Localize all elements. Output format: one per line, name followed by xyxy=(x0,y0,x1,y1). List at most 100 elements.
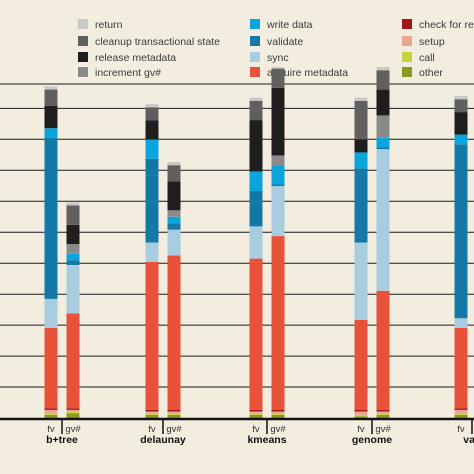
bar-genome-gv xyxy=(376,67,390,418)
bar-b-tree-fv xyxy=(44,86,58,418)
segment-write-data xyxy=(454,134,468,145)
segment-validate xyxy=(145,158,159,243)
group-label-delaunay: delaunay xyxy=(140,434,186,446)
segment-write-data xyxy=(354,152,368,169)
legend-label: sync xyxy=(267,52,289,64)
segment-write-data xyxy=(44,128,58,138)
tick-label-gv: gv# xyxy=(166,424,182,435)
segment-check-for-re xyxy=(167,409,181,412)
tick-label-fv: fv xyxy=(148,424,156,435)
segment-write-data xyxy=(66,253,80,261)
segment-validate xyxy=(66,260,80,265)
bar-kmeans-gv xyxy=(271,67,285,418)
legend-label: other xyxy=(419,67,443,79)
segment-check-for-re xyxy=(66,408,80,410)
segment-write-data xyxy=(376,137,390,148)
segment-validate xyxy=(354,168,368,243)
legend-label: validate xyxy=(267,36,303,48)
legend-swatch xyxy=(250,19,260,29)
segment-validate xyxy=(249,191,263,227)
segment-check-for-re xyxy=(271,409,285,412)
legend-item-sync: sync xyxy=(250,52,289,64)
segment-validate xyxy=(376,147,390,150)
segment-acquire-metadata xyxy=(454,327,468,409)
segment-release-metadata xyxy=(249,120,263,172)
segment-check-for-re xyxy=(249,409,263,412)
segment-release-metadata xyxy=(167,181,181,211)
segment-validate xyxy=(271,184,285,187)
segment-acquire-metadata xyxy=(249,258,263,410)
segment-call xyxy=(66,411,80,414)
segment-other xyxy=(271,414,285,418)
segment-cleanup-transactional-state xyxy=(145,107,159,121)
segment-cleanup-transactional-state xyxy=(354,100,368,140)
segment-return xyxy=(271,67,285,69)
segment-other xyxy=(454,414,468,418)
legend-label: return xyxy=(95,19,123,31)
segment-sync xyxy=(44,298,58,328)
bar-kmeans-fv xyxy=(249,97,263,418)
segment-call xyxy=(167,413,181,415)
legend-label: increment gv# xyxy=(95,67,161,79)
segment-setup xyxy=(376,411,390,414)
segment-other xyxy=(376,414,390,418)
segment-setup xyxy=(271,411,285,414)
segment-other xyxy=(249,414,263,418)
segment-release-metadata xyxy=(354,139,368,153)
legend-item-write-data: write data xyxy=(250,19,313,31)
segment-call xyxy=(44,413,58,415)
legend-label: setup xyxy=(419,36,445,48)
tick-label-fv: fv xyxy=(457,424,465,435)
legend-item-check-for-re: check for re xyxy=(402,19,474,31)
segment-acquire-metadata xyxy=(271,236,285,410)
legend-item-acquire-metadata: acquire metadata xyxy=(250,67,348,79)
segment-increment-gv xyxy=(376,115,390,138)
segment-sync xyxy=(454,318,468,328)
legend-label: call xyxy=(419,52,435,64)
segment-sync xyxy=(145,242,159,262)
segment-setup xyxy=(454,409,468,414)
legend-swatch xyxy=(250,67,260,77)
segment-return xyxy=(249,97,263,101)
segment-check-for-re xyxy=(376,409,390,412)
segment-return xyxy=(44,86,58,90)
segment-check-for-re xyxy=(145,409,159,412)
segment-sync xyxy=(249,226,263,259)
legend-item-other: other xyxy=(402,67,443,79)
segment-sync xyxy=(354,242,368,320)
legend-item-cleanup-transactional-state: cleanup transactional state xyxy=(78,36,220,48)
segment-check-for-re xyxy=(454,408,468,410)
segment-return xyxy=(376,67,390,71)
segment-return xyxy=(145,104,159,108)
segment-release-metadata xyxy=(44,105,58,129)
legend: return cleanup transactional state release… xyxy=(78,19,474,79)
segment-increment-gv xyxy=(66,244,80,254)
legend-swatch xyxy=(402,36,412,46)
legend-item-call: call xyxy=(402,52,435,64)
segment-cleanup-transactional-state xyxy=(376,70,390,90)
legend-item-setup: setup xyxy=(402,36,445,48)
tick-label-fv: fv xyxy=(47,424,55,435)
legend-swatch xyxy=(78,67,88,77)
group-label-vac: vac xyxy=(463,434,474,446)
segment-validate xyxy=(167,223,181,230)
segment-release-metadata xyxy=(66,224,80,245)
segment-validate xyxy=(454,144,468,319)
legend-swatch xyxy=(402,67,412,77)
legend-label: cleanup transactional state xyxy=(95,36,220,48)
legend-swatch xyxy=(78,52,88,62)
group-label-b-tree: b+tree xyxy=(46,434,78,446)
segment-return xyxy=(354,97,368,101)
segment-sync xyxy=(66,265,80,314)
legend-item-increment-gv: increment gv# xyxy=(78,67,161,79)
segment-sync xyxy=(376,149,390,291)
tick-label-gv: gv# xyxy=(65,424,81,435)
legend-swatch xyxy=(250,36,260,46)
segment-call xyxy=(376,413,390,415)
legend-label: write data xyxy=(266,19,313,31)
segment-acquire-metadata xyxy=(66,313,80,409)
legend-label: acquire metadata xyxy=(267,67,348,79)
segment-other xyxy=(167,414,181,418)
segment-acquire-metadata xyxy=(44,327,58,409)
